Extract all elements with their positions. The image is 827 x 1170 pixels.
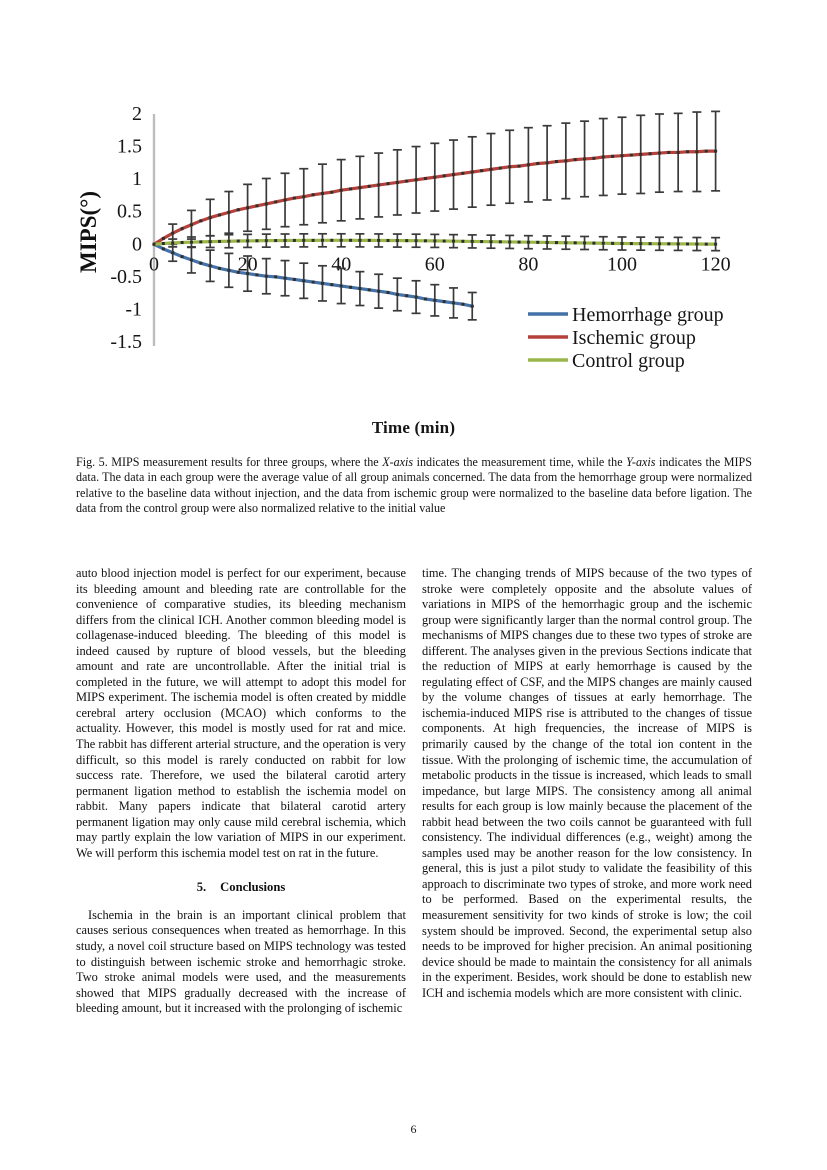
svg-text:40: 40 bbox=[331, 253, 351, 275]
body-column-left: auto blood injection model is perfect fo… bbox=[76, 566, 406, 1017]
svg-text:120: 120 bbox=[701, 253, 731, 275]
section-title: Conclusions bbox=[220, 880, 286, 895]
figure-caption-label: Fig. 5. bbox=[76, 455, 108, 469]
figure-caption-italic-2: Y-axis bbox=[626, 455, 656, 469]
svg-text:0: 0 bbox=[132, 233, 142, 255]
paragraph-left-2: Ischemia in the brain is an important cl… bbox=[76, 907, 406, 1016]
figure-caption-text-1: MIPS measurement results for three group… bbox=[111, 455, 383, 469]
svg-text:Ischemic group: Ischemic group bbox=[572, 327, 696, 349]
svg-text:1: 1 bbox=[132, 168, 142, 190]
paragraph-right-1: time. The changing trends of MIPS becaus… bbox=[422, 566, 752, 1000]
paragraph-left-1: auto blood injection model is perfect fo… bbox=[76, 566, 406, 860]
figure-caption-italic-1: X-axis bbox=[382, 455, 414, 469]
svg-text:Hemorrhage group: Hemorrhage group bbox=[572, 304, 724, 326]
svg-text:-1.5: -1.5 bbox=[110, 331, 142, 353]
svg-text:-1: -1 bbox=[125, 298, 142, 320]
chart-canvas: -1.5-1-0.500.511.520 20 40 60 80 100 120MIPS(°… bbox=[76, 103, 731, 372]
svg-text:MIPS(°): MIPS(°) bbox=[76, 191, 101, 273]
svg-text:Control group: Control group bbox=[572, 350, 685, 372]
mips-line-chart: -1.5 -1 -0.5 0 0.5 1 1.5 2 0 20 40 60 80 100 120 MIPS(°… bbox=[76, 100, 751, 420]
figure-5: -1.5 -1 -0.5 0 0.5 1 1.5 2 0 20 40 60 80 100 120 MIPS(°… bbox=[76, 100, 751, 440]
section-number: 5. bbox=[196, 880, 207, 895]
page-number: 6 bbox=[410, 1122, 417, 1136]
figure-caption-text-3: indicates the MIPS data. The data in eac… bbox=[76, 455, 752, 516]
x-axis-title: Time (min) bbox=[371, 418, 456, 437]
svg-text:0.5: 0.5 bbox=[117, 201, 142, 223]
svg-text:0: 0 bbox=[149, 253, 159, 275]
svg-text:-0.5: -0.5 bbox=[110, 266, 142, 288]
svg-text:1.5: 1.5 bbox=[117, 136, 142, 158]
svg-text:100: 100 bbox=[607, 253, 637, 275]
body-column-right: time. The changing trends of MIPS becaus… bbox=[422, 566, 752, 1001]
svg-text:80: 80 bbox=[518, 253, 538, 275]
svg-text:2: 2 bbox=[132, 103, 142, 125]
figure-caption: Fig. 5. MIPS measurement results for thr… bbox=[76, 455, 752, 517]
svg-text:60: 60 bbox=[425, 253, 445, 275]
section-heading-conclusions: 5. Conclusions bbox=[76, 880, 406, 896]
figure-caption-text-2: indicates the measurement time, while th… bbox=[413, 455, 627, 469]
